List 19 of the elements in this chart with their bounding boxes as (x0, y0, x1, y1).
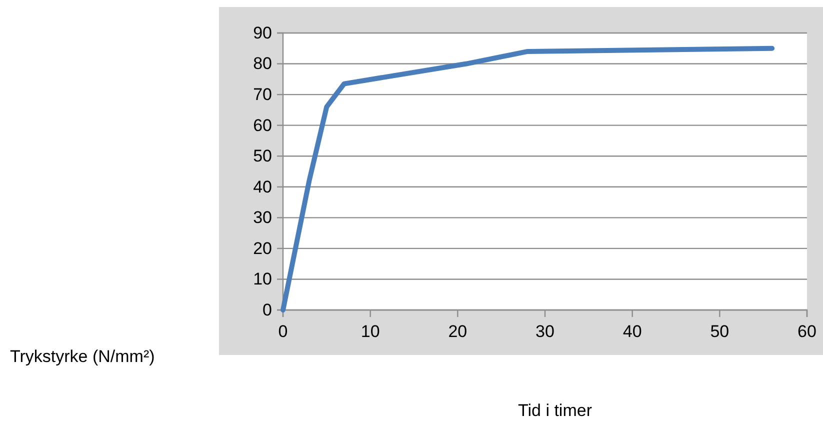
x-tick-label: 10 (360, 322, 380, 342)
y-tick-label: 60 (253, 116, 272, 135)
y-tick-label: 10 (253, 270, 272, 289)
x-tick-label: 20 (448, 322, 468, 342)
text: Trykstyrke (N/mm²) (10, 347, 155, 366)
y-tick-label: 30 (253, 208, 272, 228)
x-tick-label: 30 (536, 322, 554, 342)
y-tick-label: 70 (253, 84, 272, 104)
y-tick-label: 80 (253, 54, 272, 74)
y-tick-label: 0 (262, 300, 272, 320)
y-tick-label: 40 (253, 177, 272, 196)
x-tick-label: 40 (622, 322, 642, 342)
x-tick-label: 0 (278, 322, 288, 342)
x-tick-label: 50 (710, 322, 730, 342)
y-tick-label: 20 (253, 238, 272, 258)
y-tick-label: 90 (253, 23, 272, 42)
x-axis-title: Tid i timer (518, 401, 592, 420)
y-tick-label: 50 (253, 146, 272, 166)
x-tick-label: 60 (798, 322, 816, 342)
